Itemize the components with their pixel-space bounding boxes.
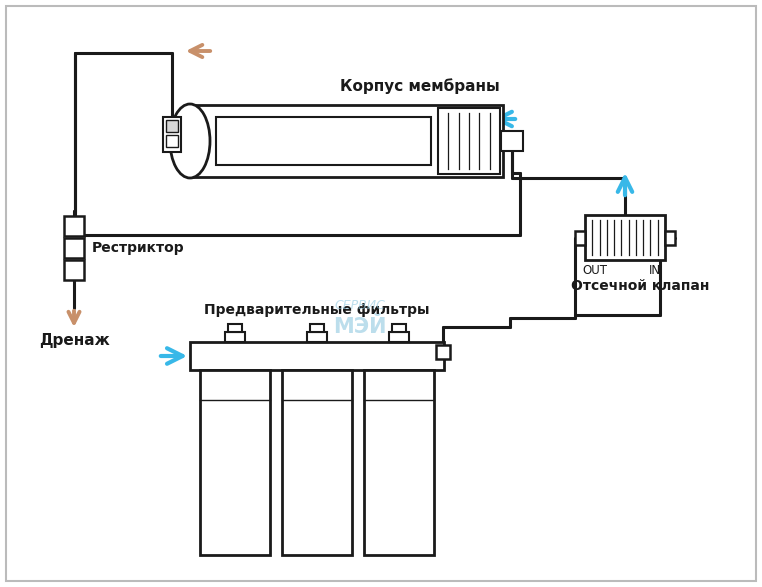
Text: Предварительные фильтры: Предварительные фильтры [204, 303, 430, 317]
Text: filtercartridge.ru: filtercartridge.ru [311, 340, 409, 353]
Bar [310, 324, 324, 332]
Text: Рестриктор: Рестриктор [92, 241, 184, 255]
Text: Отсечной клапан: Отсечной клапан [571, 279, 709, 293]
Bar [307, 332, 327, 342]
Bar [166, 120, 178, 132]
Bar [64, 238, 84, 258]
Bar [216, 117, 431, 165]
Bar [392, 324, 406, 332]
Bar [163, 117, 181, 152]
Bar [665, 231, 675, 245]
Ellipse shape [170, 104, 210, 178]
Bar [166, 135, 178, 147]
Text: Корпус мембраны: Корпус мембраны [340, 78, 500, 94]
Bar [585, 215, 665, 260]
Bar [438, 108, 500, 174]
Bar [188, 105, 503, 177]
Bar [575, 231, 585, 245]
Bar [190, 342, 444, 370]
Bar [436, 345, 450, 359]
Bar [64, 216, 84, 236]
Bar [200, 370, 270, 555]
Text: IN: IN [649, 264, 661, 277]
Text: Дренаж: Дренаж [39, 333, 110, 348]
Text: МЭЙ: МЭЙ [333, 317, 387, 337]
Text: СЕРВИС: СЕРВИС [335, 299, 386, 312]
Bar [389, 332, 409, 342]
Text: OUT: OUT [582, 264, 607, 277]
Bar [501, 131, 523, 151]
Bar [64, 260, 84, 280]
Bar [225, 332, 245, 342]
Bar [364, 370, 434, 555]
Bar [282, 370, 352, 555]
Bar [228, 324, 242, 332]
